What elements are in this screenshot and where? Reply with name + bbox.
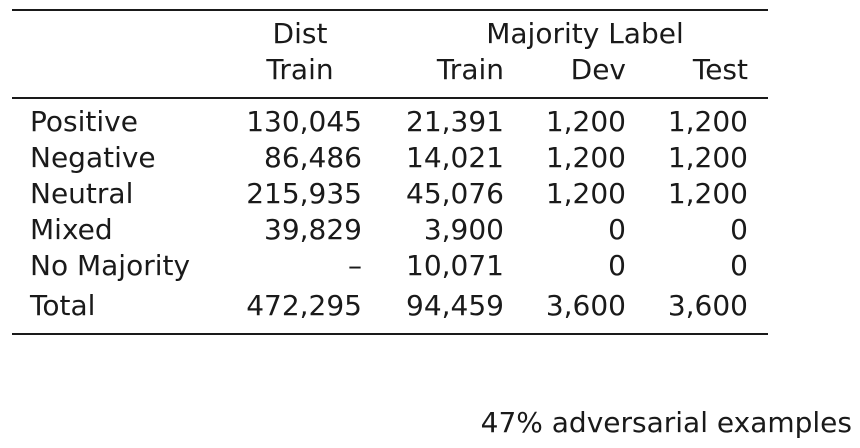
table-cell: 94,459	[406, 289, 504, 322]
table-cell: 0	[730, 249, 748, 282]
table-cell: 1,200	[667, 105, 748, 138]
table-cell: 3,600	[545, 289, 626, 322]
header-col-test: Test	[692, 53, 748, 86]
table-top-rule	[12, 9, 768, 11]
caption-text: 47% adversarial examples	[480, 406, 852, 439]
table-cell: 215,935	[246, 177, 362, 210]
table-cell: 10,071	[406, 249, 504, 282]
header-col-majority-train: Train	[436, 53, 504, 86]
table-cell: 45,076	[406, 177, 504, 210]
header-group-majority-label: Majority Label	[486, 17, 684, 50]
row-label: Positive	[30, 105, 138, 138]
table-cell: 3,900	[423, 213, 504, 246]
header-col-dist-train: Train	[266, 53, 334, 86]
table-cell: 3,600	[667, 289, 748, 322]
table-cell: 39,829	[264, 213, 362, 246]
table-cell: 1,200	[545, 177, 626, 210]
row-label: Mixed	[30, 213, 113, 246]
row-label: Total	[30, 289, 96, 322]
table-cell: 1,200	[667, 141, 748, 174]
table-bottom-rule	[12, 333, 768, 335]
row-label: No Majority	[30, 249, 191, 282]
table-cell: 0	[730, 213, 748, 246]
table-cell: 1,200	[667, 177, 748, 210]
table-cell: 21,391	[406, 105, 504, 138]
row-label: Negative	[30, 141, 156, 174]
table-cell: 86,486	[264, 141, 362, 174]
table-header-rule	[12, 97, 768, 99]
header-group-dist: Dist	[272, 17, 328, 50]
table-cell: 0	[608, 249, 626, 282]
table-cell: 130,045	[246, 105, 362, 138]
header-col-dev: Dev	[570, 53, 626, 86]
table-cell: 14,021	[406, 141, 504, 174]
row-label: Neutral	[30, 177, 134, 210]
table-cell: 1,200	[545, 105, 626, 138]
table-cell: 472,295	[246, 289, 362, 322]
table-cell: –	[348, 249, 362, 282]
table-cell: 0	[608, 213, 626, 246]
table-cell: 1,200	[545, 141, 626, 174]
